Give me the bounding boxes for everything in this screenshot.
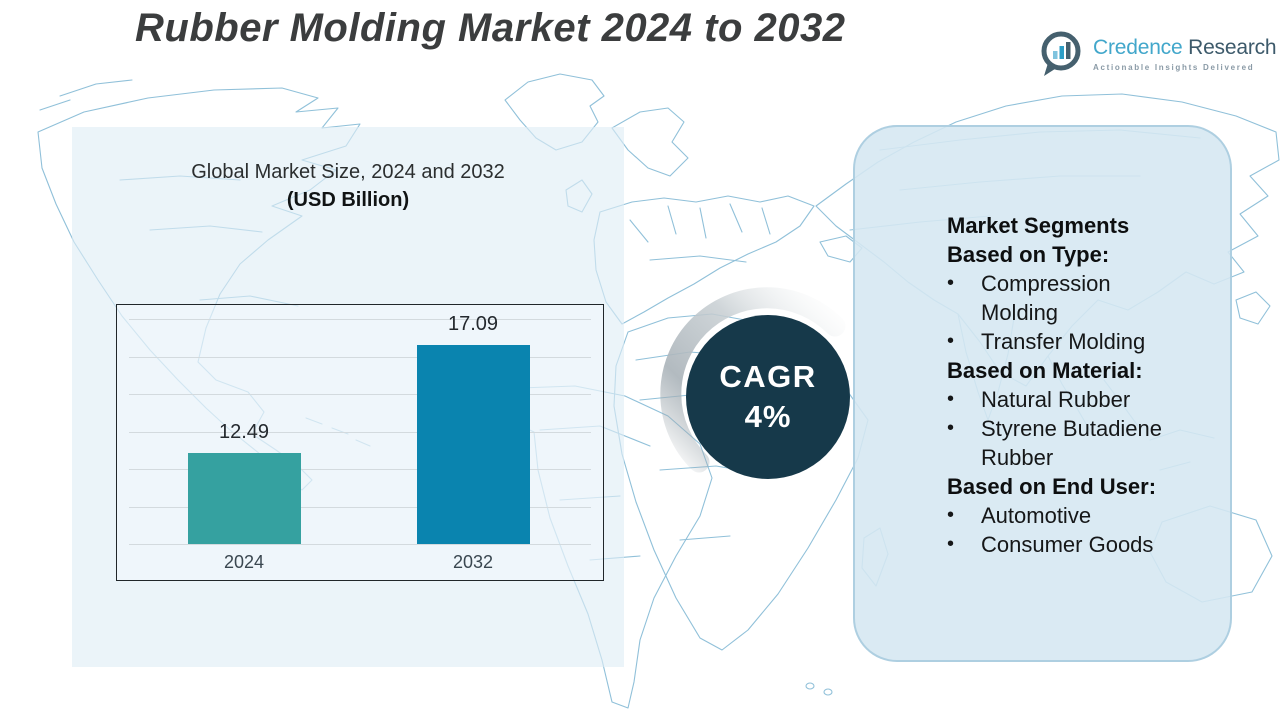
segment-heading: Based on Type: [947, 242, 1110, 267]
bar-2032 [416, 345, 530, 544]
segment-item-label: Natural Rubber [981, 387, 1131, 412]
segment-item: • Styrene Butadiene Rubber [947, 414, 1230, 472]
brand-logo: Credence Research Actionable Insights De… [1036, 28, 1277, 78]
segments-panel: Market Segments Based on Type: • Compressi… [853, 125, 1232, 662]
segment-heading: Based on End User: [947, 474, 1157, 499]
gridline [129, 469, 591, 470]
bar-category-label: 2032 [452, 552, 494, 572]
chart-panel: Global Market Size, 2024 and 2032 (USD B… [72, 127, 624, 667]
bullet-icon: • [947, 388, 955, 410]
bullet-icon: • [947, 504, 955, 526]
bullet-icon: • [947, 272, 955, 294]
segments-sections: Based on Type: • Compression Molding • Trans… [947, 240, 1230, 559]
bar-category-label: 2024 [223, 552, 265, 572]
segment-heading: Based on Material: [947, 358, 1143, 383]
bullet-icon: • [947, 330, 955, 352]
segment-item-label: Transfer Molding [981, 329, 1146, 354]
bullet-icon: • [947, 417, 955, 439]
segment-item: • Transfer Molding [947, 327, 1230, 356]
gridline [129, 431, 591, 433]
segment-item: • Consumer Goods [947, 530, 1230, 559]
chart-title: Global Market Size, 2024 and 2032 [191, 161, 505, 183]
gridline [129, 319, 591, 320]
bar-chart: 12.49 2024 17.09 2032 [116, 304, 604, 581]
cagr-badge: CAGR 4% [686, 315, 850, 479]
segment-item: • Compression Molding [947, 269, 1230, 327]
segment-item-label: Styrene Butadiene Rubber [981, 416, 1163, 470]
brand-name: Credence Research [1093, 36, 1277, 60]
cagr-value: 4% [744, 398, 792, 434]
brand-name-secondary: Research [1188, 36, 1277, 59]
segment-item: • Automotive [947, 501, 1230, 530]
bar-value-label: 17.09 [447, 313, 499, 335]
cagr-ring [660, 287, 846, 473]
segments-title: Market Segments [947, 213, 1130, 238]
cagr-label: CAGR [719, 359, 817, 395]
gridline [129, 544, 591, 545]
bar-value-label: 12.49 [218, 421, 270, 443]
gridline [129, 356, 591, 358]
segment-item-label: Consumer Goods [981, 532, 1154, 557]
segment-item: • Natural Rubber [947, 385, 1230, 414]
gridline [129, 394, 591, 395]
brand-logo-text: Credence Research Actionable Insights De… [1093, 28, 1277, 72]
segment-item-label: Compression Molding [981, 271, 1111, 325]
bar-chart-bubble-icon [1041, 31, 1081, 76]
segment-item-label: Automotive [981, 503, 1092, 528]
bullet-icon: • [947, 533, 955, 555]
bar-2024 [187, 453, 301, 544]
chart-subtitle: (USD Billion) [286, 189, 410, 211]
page-title: Rubber Molding Market 2024 to 2032 [135, 6, 846, 50]
brand-name-primary: Credence [1093, 36, 1183, 59]
gridline [129, 506, 591, 508]
brand-tagline: Actionable Insights Delivered [1093, 63, 1255, 72]
